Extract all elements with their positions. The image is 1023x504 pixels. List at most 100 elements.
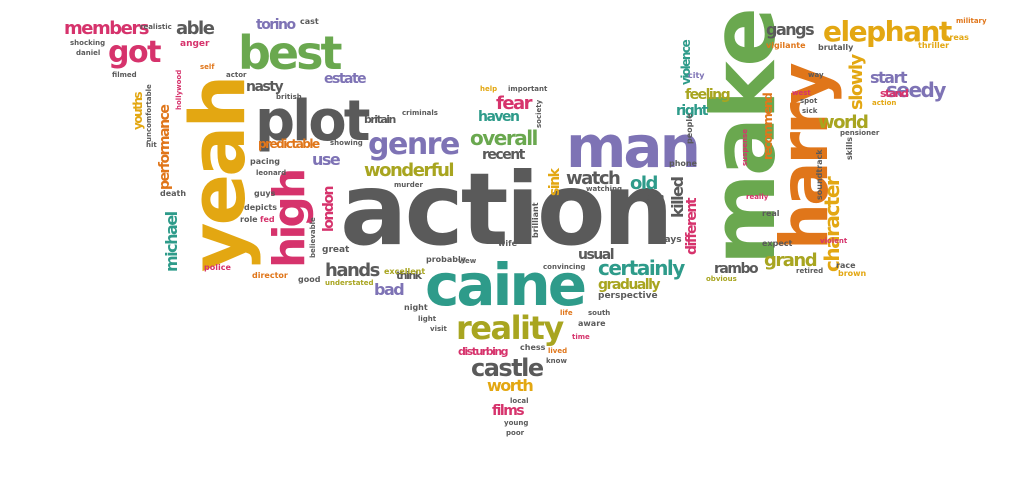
word-brilliant: brilliant: [531, 202, 540, 238]
word-gran: gran: [646, 193, 665, 201]
word-filmed: filmed: [112, 71, 137, 79]
word-ism: ism: [630, 195, 644, 203]
word-obvious: obvious: [706, 275, 737, 283]
word-local: local: [510, 397, 529, 405]
word-suspense: suspense: [741, 129, 749, 166]
word-gradually: gradually: [598, 277, 661, 293]
word-probably: probably: [426, 255, 466, 264]
word-performance: performance: [157, 105, 173, 190]
word-real: real: [762, 209, 780, 218]
word-seedy: seedy: [886, 78, 946, 102]
word-recent: recent: [482, 147, 525, 163]
word-yeah: yeah: [173, 77, 262, 272]
word-grand: grand: [764, 250, 818, 271]
word-visit: visit: [430, 325, 447, 333]
word-london: london: [321, 187, 337, 232]
word-able: able: [176, 18, 215, 39]
word-realistic: realistic: [140, 23, 172, 31]
word-films: films: [492, 403, 525, 419]
word-hands: hands: [325, 260, 380, 281]
word-pacing: pacing: [250, 157, 281, 166]
word-soundtrack: soundtrack: [815, 149, 824, 200]
word-action-small: action: [872, 99, 897, 107]
word-aware: aware: [578, 319, 606, 328]
word-convincing: convincing: [543, 263, 586, 271]
word-british: british: [276, 93, 302, 101]
word-start: start: [870, 68, 908, 87]
word-worth: worth: [487, 376, 534, 395]
word-michael: michael: [162, 212, 181, 272]
word-genre: genre: [368, 127, 460, 162]
word-perspective: perspective: [598, 291, 658, 301]
word-wife: wife: [498, 239, 518, 248]
word-leonard: leonard: [256, 169, 287, 177]
word-watch: watch: [566, 168, 621, 189]
word-brown: brown: [838, 269, 867, 278]
word-uncomfortable: uncomfortable: [145, 84, 153, 142]
word-cast: cast: [300, 17, 319, 26]
word-race: race: [836, 261, 856, 270]
word-showing: showing: [330, 139, 363, 147]
word-people: people: [685, 113, 694, 144]
word-criminals: criminals: [402, 109, 438, 117]
word-brutally: brutally: [818, 43, 854, 52]
word-use: use: [312, 150, 341, 169]
word-murder: murder: [394, 181, 423, 189]
word-think: think: [396, 269, 422, 282]
word-shocking: shocking: [70, 39, 106, 47]
word-know: know: [546, 357, 567, 365]
word-hit: hit: [146, 141, 157, 149]
word-recommend: recommend: [761, 93, 775, 160]
word-torino: torino: [256, 17, 296, 33]
word-reality: reality: [456, 309, 564, 347]
word-excellent: excellent: [384, 267, 426, 276]
word-stand: stand: [880, 87, 909, 100]
word-bad: bad: [374, 280, 405, 299]
word-slowly: slowly: [846, 55, 867, 110]
word-vigilante: vigilante: [766, 41, 806, 50]
word-members: members: [64, 18, 149, 39]
word-different: different: [684, 198, 700, 255]
word-action: action: [340, 151, 674, 268]
word-elephant: elephant: [823, 15, 952, 48]
word-depicts: depicts: [244, 203, 277, 212]
word-way: way: [808, 71, 824, 79]
word-expect: expect: [762, 239, 793, 248]
word-caine: caine: [425, 251, 587, 319]
word-anger: anger: [180, 39, 210, 49]
word-understated: understated: [325, 279, 374, 287]
word-watching: watching: [586, 185, 623, 193]
word-night: night: [404, 303, 428, 312]
word-police: police: [204, 263, 231, 272]
word-old: old: [630, 173, 658, 194]
word-believable: believable: [309, 217, 317, 258]
word-skills: skills: [845, 136, 854, 160]
word-world: world: [818, 112, 869, 133]
word-violent: violent: [820, 237, 848, 245]
word-sink: sink: [547, 169, 563, 196]
word-great: great: [322, 245, 350, 255]
word-best: best: [238, 26, 342, 80]
word-rambo: rambo: [714, 261, 759, 277]
word-fed: fed: [260, 215, 275, 224]
word-lived: lived: [548, 347, 568, 355]
word-young: young: [504, 419, 529, 427]
word-society: society: [535, 99, 543, 128]
word-wonderful: wonderful: [364, 160, 455, 181]
word-really: really: [746, 193, 769, 201]
word-light: light: [418, 315, 437, 323]
word-view: view: [458, 257, 477, 265]
word-role: role: [240, 215, 258, 224]
word-fear: fear: [496, 93, 533, 114]
word-phone: phone: [669, 159, 698, 168]
word-chess: chess: [520, 343, 546, 352]
word-guys: guys: [254, 189, 276, 198]
word-retired: retired: [796, 267, 824, 275]
word-usual: usual: [578, 247, 615, 263]
word-right: right: [676, 103, 708, 119]
word-overall: overall: [470, 126, 538, 150]
word-haven: haven: [478, 109, 520, 125]
word-self: self: [200, 63, 215, 71]
word-director: director: [252, 271, 288, 280]
word-sick: sick: [802, 107, 818, 115]
